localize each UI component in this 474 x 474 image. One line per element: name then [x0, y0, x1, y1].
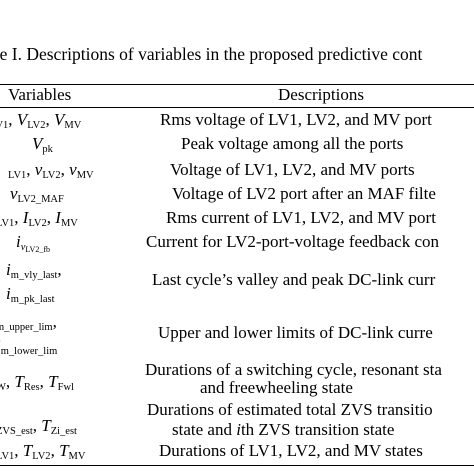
description-cell: Voltage of LV1, LV2, and MV ports	[170, 160, 415, 179]
description-cell: Peak voltage among all the ports	[181, 134, 404, 153]
variable-cell: LV1, vLV2, vMV	[8, 160, 94, 181]
variable-subscript: LV1	[0, 120, 9, 131]
variable-cell: Vpk	[32, 134, 53, 155]
variable-symbol: ,	[50, 441, 60, 460]
variable-symbol: i	[6, 260, 11, 279]
variable-subscript: LV1	[8, 170, 27, 181]
description-cell: Durations of estimated total ZVS transit…	[147, 400, 433, 419]
variable-subscript: m_pk_last	[10, 294, 55, 305]
variable-symbol: ,	[39, 372, 49, 391]
variable-symbol: ,	[32, 416, 42, 435]
variable-symbol: ,	[52, 312, 57, 331]
variable-subscript: m_vly_last	[10, 270, 58, 281]
description-cell: Voltage of LV2 port after an MAF filte	[172, 184, 436, 203]
header-variables: Variables	[8, 85, 72, 104]
variable-symbol: ,	[45, 110, 54, 129]
variable-subscript: m_lower_lim	[0, 346, 58, 357]
variable-subscript: pk	[42, 144, 53, 155]
variable-subscript: W	[0, 382, 6, 393]
header-descriptions: Descriptions	[278, 85, 364, 104]
variable-subscript: LV2_fb	[25, 245, 50, 254]
variable-symbol: ,	[14, 208, 23, 227]
variable-cell: im_vly_last,	[6, 260, 62, 281]
variable-symbol: ,	[5, 372, 15, 391]
variable-symbol: ,	[14, 441, 23, 460]
table-top-rule	[0, 84, 474, 85]
variable-subscript: LV2	[32, 451, 51, 462]
variable-cell: LV1, VLV2, VMV	[0, 110, 82, 131]
variable-cell: m_upper_lim,	[0, 312, 57, 333]
variable-symbol: ,	[46, 208, 56, 227]
variable-symbol: i	[6, 284, 11, 303]
variable-symbol: ,	[26, 160, 35, 179]
table-bottom-rule	[0, 465, 474, 466]
description-cell: Current for LV2-port-voltage feedback co…	[146, 232, 439, 251]
variable-symbol: v	[69, 160, 77, 179]
variable-cell: im_lower_lim	[0, 336, 58, 357]
variable-subscript: m_upper_lim	[0, 322, 53, 333]
description-cell: Upper and lower limits of DC-link curre	[158, 323, 433, 342]
variable-subscript: Res	[23, 382, 40, 393]
description-text: i	[236, 420, 241, 439]
variable-symbol: I	[22, 208, 29, 227]
variable-subscript: Zi_est	[50, 426, 77, 437]
variable-subscript: LV2	[27, 120, 46, 131]
description-cell: and freewheeling state	[200, 378, 353, 397]
description-cell: Rms current of LV1, LV2, and MV port	[166, 208, 436, 227]
variable-symbol: T	[48, 372, 58, 391]
description-text: th ZVS transition state	[240, 420, 395, 439]
variable-subscript: Fwl	[57, 382, 74, 393]
variable-cell: LV1, TLV2, TMV	[0, 441, 86, 462]
variable-subscript: LV2_MAF	[17, 194, 64, 205]
variable-subscript: LV1	[0, 218, 15, 229]
variable-symbol: i	[0, 336, 1, 355]
variable-subscript: ZVS_est	[0, 426, 33, 437]
variable-subscript: MV	[60, 218, 78, 229]
description-cell: Durations of a switching cycle, resonant…	[145, 360, 442, 379]
variable-subscript: LV2	[42, 170, 61, 181]
variable-symbol: v	[10, 184, 18, 203]
variable-subscript: LV1	[0, 451, 15, 462]
variable-cell: im_pk_last	[6, 284, 55, 305]
variable-subscript: MV	[76, 170, 94, 181]
description-text: state and	[172, 420, 237, 439]
variable-symbol: V	[16, 110, 28, 129]
variable-symbol: T	[22, 441, 33, 460]
variable-subscript: LV2	[28, 218, 47, 229]
description-cell: Durations of LV1, LV2, and MV states	[159, 441, 423, 460]
variable-symbol: T	[14, 372, 24, 391]
variable-cell: W, TRes, TFwl	[0, 372, 74, 393]
table-header-rule	[0, 107, 474, 108]
description-cell: Last cycle’s valley and peak DC-link cur…	[152, 270, 436, 289]
variable-symbol: T	[41, 416, 51, 435]
description-cell: Rms voltage of LV1, LV2, and MV port	[160, 110, 432, 129]
description-cell: state and ith ZVS transition state	[172, 420, 394, 440]
variable-symbol: I	[55, 208, 61, 227]
variable-subscript: MV	[68, 451, 86, 462]
variable-symbol: V	[32, 134, 43, 153]
variable-cell: ZVS_est, TZi_est	[0, 416, 77, 437]
variable-symbol: ,	[8, 110, 17, 129]
variable-subscript: vLV2_fb	[20, 242, 50, 254]
variable-cell: ivLV2_fb	[16, 232, 50, 254]
variable-cell: LV1, ILV2, IMV	[0, 208, 78, 229]
variable-symbol: T	[59, 441, 69, 460]
variable-subscript: MV	[64, 120, 82, 131]
variable-cell: vLV2_MAF	[10, 184, 64, 205]
variable-symbol: ,	[57, 260, 62, 279]
table-caption: ble I. Descriptions of variables in the …	[0, 44, 423, 64]
variable-symbol: v	[34, 160, 43, 179]
variable-symbol: ,	[60, 160, 70, 179]
variable-symbol: V	[53, 110, 65, 129]
variable-symbol: i	[16, 232, 21, 251]
